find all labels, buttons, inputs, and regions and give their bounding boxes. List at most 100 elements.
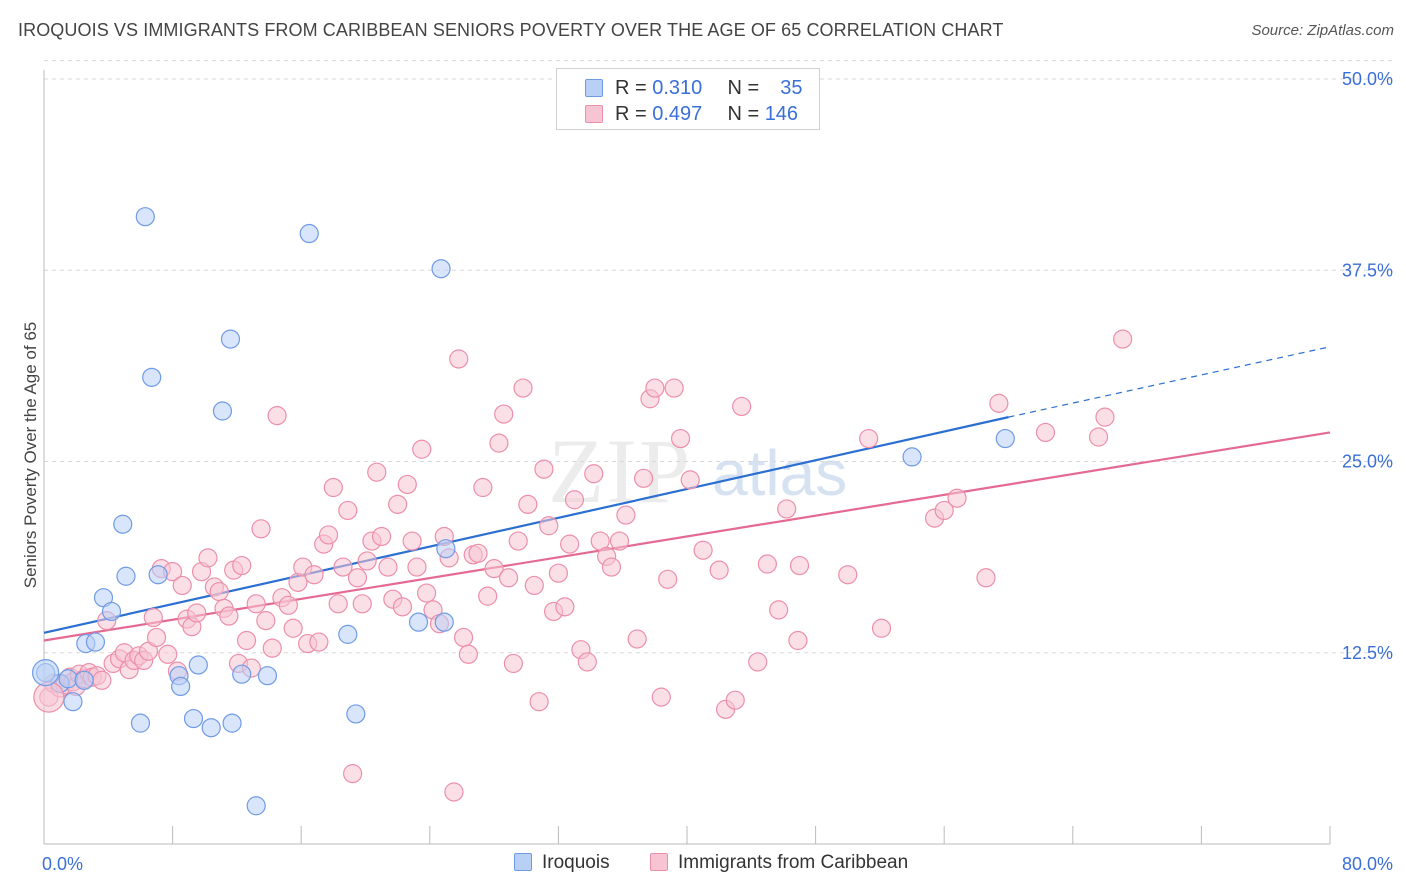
caribbean-point xyxy=(601,557,622,577)
caribbean-point xyxy=(388,494,408,514)
caribbean-point xyxy=(627,629,647,649)
iroquois-point xyxy=(142,367,162,387)
caribbean-point xyxy=(309,632,329,652)
caribbean-point xyxy=(146,627,167,648)
legend-n-value: 35 xyxy=(780,77,803,99)
caribbean-point xyxy=(503,653,523,674)
y-tick-label: 37.5% xyxy=(1342,260,1393,280)
caribbean-point xyxy=(658,569,678,589)
caribbean-point xyxy=(616,505,636,525)
y-tick-label: 25.0% xyxy=(1342,452,1393,472)
caribbean-point xyxy=(318,525,339,545)
iroquois-point xyxy=(212,401,233,421)
caribbean-point xyxy=(609,531,630,551)
chart-title: IROQUOIS VS IMMIGRANTS FROM CARIBBEAN SE… xyxy=(18,20,1004,40)
caribbean-point xyxy=(1035,422,1056,443)
caribbean-point xyxy=(777,499,797,519)
legend-swatch-iroquois xyxy=(585,79,603,97)
iroquois-point xyxy=(436,539,456,559)
y-tick-label: 50.0% xyxy=(1342,69,1393,89)
caribbean-point xyxy=(402,531,422,551)
legend-swatch-carib xyxy=(650,853,668,871)
y-axis-label: Seniors Poverty Over the Age of 65 xyxy=(21,322,40,588)
iroquois-point xyxy=(130,713,151,733)
caribbean-point xyxy=(256,611,276,631)
caribbean-point xyxy=(267,406,287,426)
caribbean-point xyxy=(278,595,298,615)
caribbean-point xyxy=(412,439,432,459)
caribbean-point xyxy=(338,500,358,521)
caribbean-point xyxy=(680,470,700,490)
bottom-legend-carib: Immigrants from Caribbean xyxy=(650,852,908,874)
caribbean-point xyxy=(92,670,112,690)
caribbean-point xyxy=(534,459,554,479)
caribbean-point xyxy=(769,600,789,620)
caribbean-point xyxy=(458,644,478,664)
caribbean-point xyxy=(518,494,538,514)
iroquois-point xyxy=(101,601,122,622)
caribbean-point xyxy=(232,555,252,576)
legend-r-value: 0.497 xyxy=(652,103,703,125)
caribbean-point xyxy=(989,393,1009,413)
caribbean-point xyxy=(670,428,691,449)
caribbean-point xyxy=(548,563,569,583)
caribbean-point xyxy=(367,462,387,482)
watermark-atlas: atlas xyxy=(712,437,847,509)
legend-r-label: R = xyxy=(615,77,647,99)
caribbean-point xyxy=(564,490,585,510)
caribbean-point xyxy=(584,464,604,484)
caribbean-point xyxy=(633,468,654,488)
caribbean-point xyxy=(357,551,377,571)
caribbean-point xyxy=(468,543,488,563)
iroquois-point xyxy=(148,565,168,585)
iroquois-trend-extension xyxy=(1008,346,1331,418)
caribbean-point xyxy=(416,583,437,603)
source-label: Source: ZipAtlas.com xyxy=(1251,22,1394,39)
caribbean-point xyxy=(392,597,413,617)
iroquois-point xyxy=(171,676,191,697)
x-tick-label: 80.0% xyxy=(1342,854,1393,874)
iroquois-point xyxy=(188,655,208,675)
caribbean-point xyxy=(838,565,858,585)
iroquois-point xyxy=(222,713,242,733)
iroquois-point xyxy=(201,718,221,738)
iroquois-point xyxy=(246,796,266,816)
iroquois-point xyxy=(338,624,358,644)
iroquois-point xyxy=(220,329,241,349)
caribbean-point xyxy=(645,378,665,398)
caribbean-point xyxy=(143,607,163,628)
caribbean-point xyxy=(347,568,368,588)
caribbean-point xyxy=(478,586,498,606)
bottom-legend-iroquois: Iroquois xyxy=(514,852,610,874)
caribbean-point xyxy=(524,575,544,596)
caribbean-point xyxy=(328,594,348,614)
caribbean-point xyxy=(489,433,509,453)
caribbean-point xyxy=(513,378,533,398)
iroquois-point xyxy=(902,447,922,467)
caribbean-point xyxy=(748,652,768,672)
caribbean-point xyxy=(251,519,271,539)
legend-n-label: N = xyxy=(727,103,760,125)
x-tick-label: 0.0% xyxy=(42,854,83,874)
legend-swatch-iroquois xyxy=(514,853,532,871)
caribbean-point xyxy=(33,681,65,713)
caribbean-point xyxy=(236,630,257,651)
caribbean-point xyxy=(473,477,493,498)
caribbean-point xyxy=(484,558,504,579)
iroquois-point xyxy=(408,612,429,632)
caribbean-point xyxy=(283,618,303,638)
caribbean-point xyxy=(664,378,684,398)
caribbean-point xyxy=(1088,427,1109,447)
iroquois-point xyxy=(431,259,451,279)
caribbean-point xyxy=(323,477,343,498)
caribbean-point xyxy=(352,594,372,614)
caribbean-point xyxy=(494,404,514,424)
legend-label-carib: Immigrants from Caribbean xyxy=(678,852,909,873)
caribbean-point xyxy=(444,782,464,802)
iroquois-point xyxy=(85,632,106,652)
iroquois-point xyxy=(113,514,133,534)
caribbean-point xyxy=(560,534,580,554)
iroquois-point xyxy=(232,664,252,684)
iroquois-point xyxy=(995,428,1015,449)
